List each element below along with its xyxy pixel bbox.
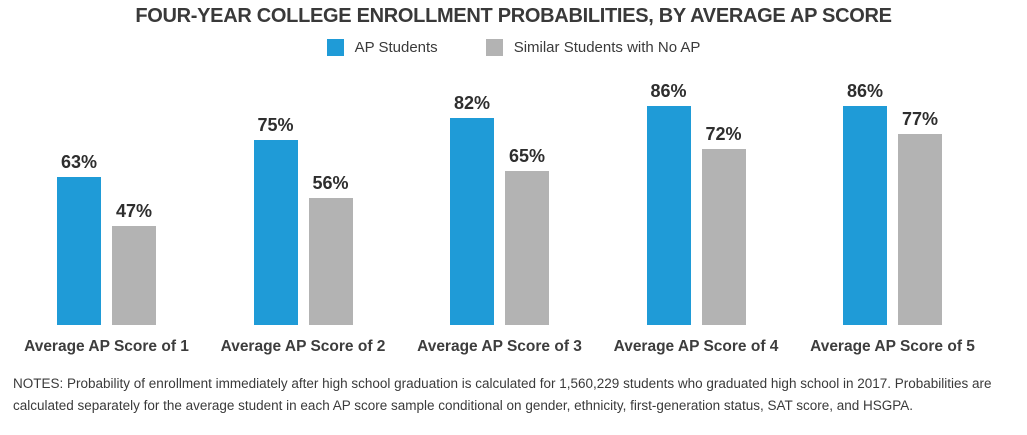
bar-value-label: 82%: [453, 93, 491, 113]
legend-swatch-no-ap: [485, 39, 503, 56]
bar-value-label: 75%: [257, 115, 294, 135]
chart-legend: AP Students Similar Students with No AP: [0, 39, 1027, 56]
category-label: Average AP Score of 5: [810, 338, 975, 355]
legend-item-ap-students: AP Students: [326, 39, 438, 56]
bar-no-ap: [505, 171, 549, 325]
chart-title: FOUR-YEAR COLLEGE ENROLLMENT PROBABILITI…: [135, 5, 892, 27]
category-label: Average AP Score of 3: [417, 338, 582, 355]
bar-no-ap: [701, 149, 746, 325]
bar-ap-students: [646, 106, 691, 325]
bar-ap-students: [253, 140, 298, 325]
category-label: Average AP Score of 2: [220, 338, 386, 355]
bar-value-label: 63%: [60, 152, 98, 172]
bar-ap-students: [843, 106, 887, 325]
bar-column-ap-students: 82%: [450, 93, 494, 325]
bar-column-no-ap: 47%: [112, 201, 156, 325]
bar-column-no-ap: 72%: [701, 124, 746, 325]
bar-column-no-ap: 77%: [898, 109, 942, 325]
bar-column-ap-students: 86%: [646, 81, 691, 325]
category-label: Average AP Score of 1: [24, 338, 189, 355]
bar-no-ap: [308, 198, 353, 325]
bar-column-no-ap: 56%: [308, 173, 353, 325]
bar-value-label: 65%: [508, 146, 546, 166]
bar-no-ap: [112, 226, 156, 325]
bar-value-label: 56%: [312, 173, 349, 193]
bar-group: 82% 65% Average AP Score of 3: [403, 75, 597, 355]
legend-label-ap-students: AP Students: [354, 39, 438, 56]
bar-column-ap-students: 75%: [253, 115, 298, 325]
bar-value-label: 86%: [650, 81, 687, 101]
plot-area: 63% 47% Average AP Score of 1 75% 56% Average…: [0, 75, 1027, 355]
bar-column-ap-students: 86%: [843, 81, 887, 325]
bar-group: 63% 47% Average AP Score of 1: [10, 75, 204, 355]
legend-label-no-ap: Similar Students with No AP: [513, 39, 701, 56]
bar-ap-students: [57, 177, 101, 325]
bar-group: 75% 56% Average AP Score of 2: [206, 75, 400, 355]
chart-notes: NOTES: Probability of enrollment immedia…: [13, 376, 992, 413]
bar-no-ap: [898, 134, 942, 325]
bar-ap-students: [450, 118, 494, 325]
bar-column-no-ap: 65%: [505, 146, 549, 325]
bar-value-label: 86%: [846, 81, 884, 101]
legend-swatch-ap-students: [326, 39, 344, 56]
bar-group: 86% 77% Average AP Score of 5: [796, 75, 990, 355]
bar-column-ap-students: 63%: [57, 152, 101, 325]
legend-item-no-ap: Similar Students with No AP: [485, 39, 701, 56]
bar-value-label: 72%: [705, 124, 742, 144]
bar-value-label: 77%: [901, 109, 939, 129]
bar-value-label: 47%: [115, 201, 153, 221]
category-label: Average AP Score of 4: [613, 338, 779, 355]
bar-group: 86% 72% Average AP Score of 4: [599, 75, 793, 355]
